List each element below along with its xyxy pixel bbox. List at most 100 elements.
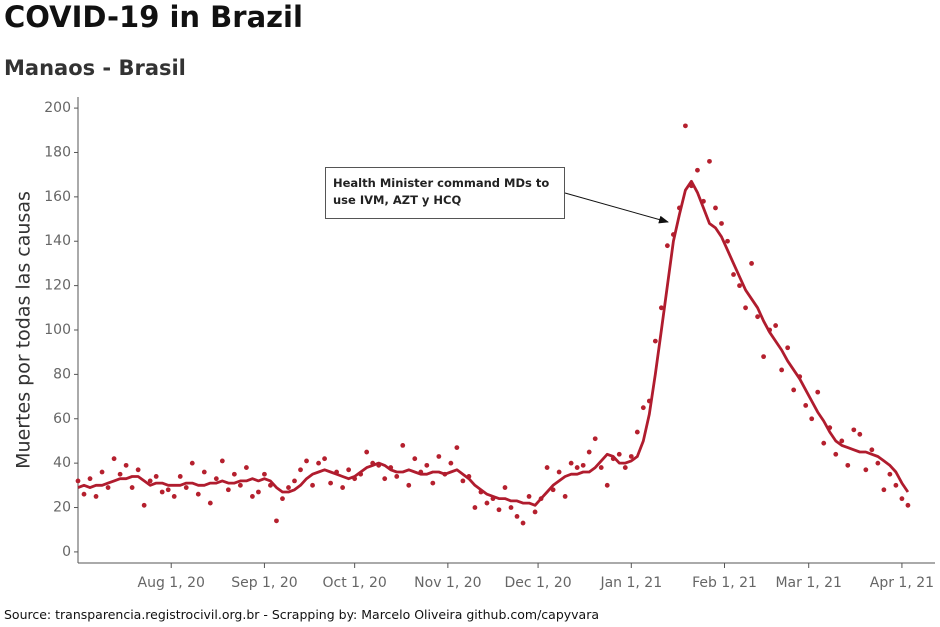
data-point xyxy=(129,485,135,490)
data-point xyxy=(634,429,640,435)
data-point xyxy=(803,403,809,408)
data-point xyxy=(219,458,225,464)
data-point xyxy=(111,456,117,462)
data-point xyxy=(424,462,430,468)
data-point xyxy=(683,123,688,129)
data-point xyxy=(719,221,724,226)
data-point xyxy=(586,449,592,455)
data-point xyxy=(484,500,490,506)
data-point xyxy=(117,471,123,477)
data-point xyxy=(147,478,153,484)
data-point xyxy=(250,494,255,499)
data-point xyxy=(707,158,712,164)
y-tick-label: 100 xyxy=(44,322,71,338)
data-point xyxy=(640,405,646,411)
data-point xyxy=(286,485,291,490)
data-point xyxy=(430,480,436,486)
data-point xyxy=(316,460,321,466)
data-point xyxy=(165,487,171,493)
data-point xyxy=(875,460,881,466)
data-point xyxy=(664,243,670,249)
data-point xyxy=(274,518,279,524)
x-tick-label: Apr 1, 21 xyxy=(870,575,934,591)
data-point xyxy=(436,454,442,459)
data-point xyxy=(851,427,857,433)
data-point xyxy=(280,496,285,502)
data-point xyxy=(598,465,604,470)
annotation-arrow xyxy=(564,192,669,224)
x-tick-label: Aug 1, 20 xyxy=(138,575,205,591)
data-point xyxy=(183,485,189,490)
data-point xyxy=(340,485,346,490)
data-point xyxy=(881,487,887,493)
data-point xyxy=(731,272,736,277)
y-tick-label: 40 xyxy=(53,455,71,471)
data-point xyxy=(887,471,893,477)
data-point xyxy=(532,509,538,515)
data-point xyxy=(755,314,760,320)
data-point xyxy=(556,469,562,475)
y-tick-label: 80 xyxy=(53,366,71,382)
annotation: Health Minister command MDs to use IVM, … xyxy=(325,167,565,219)
data-point xyxy=(99,469,105,475)
data-point xyxy=(123,462,129,468)
data-point xyxy=(364,449,370,455)
subtitle: Manaos - Brasil xyxy=(4,56,186,80)
data-point xyxy=(292,478,297,484)
data-point xyxy=(514,514,520,519)
data-point xyxy=(863,467,869,473)
data-point xyxy=(207,500,213,506)
data-point xyxy=(243,465,249,470)
data-point xyxy=(502,485,508,490)
data-point xyxy=(75,478,81,484)
data-point xyxy=(520,520,526,526)
y-tick-label: 60 xyxy=(53,411,71,427)
data-point xyxy=(135,467,141,473)
y-tick-label: 180 xyxy=(44,144,71,160)
data-point xyxy=(899,496,905,502)
data-point xyxy=(622,465,628,470)
data-point xyxy=(153,474,159,479)
data-point xyxy=(526,494,532,499)
data-point xyxy=(472,505,478,510)
x-tick-label: Nov 1, 20 xyxy=(414,575,481,591)
data-point xyxy=(725,238,730,244)
data-point xyxy=(616,451,622,457)
data-point xyxy=(713,205,718,211)
data-point xyxy=(256,489,261,495)
data-point xyxy=(695,167,700,173)
data-point xyxy=(159,489,165,495)
data-point xyxy=(562,494,568,499)
data-point xyxy=(815,389,821,395)
data-point xyxy=(322,456,327,462)
data-point xyxy=(195,491,201,497)
data-point xyxy=(81,491,87,497)
y-tick-label: 160 xyxy=(44,189,71,205)
data-point xyxy=(761,354,766,360)
data-point xyxy=(201,469,207,475)
x-tick-label: Mar 1, 21 xyxy=(775,575,842,591)
data-point xyxy=(237,482,243,488)
moving-average-line xyxy=(77,179,910,507)
data-point xyxy=(845,462,851,468)
y-tick-label: 0 xyxy=(62,544,71,560)
data-point xyxy=(298,467,303,473)
data-point xyxy=(304,458,309,464)
data-point xyxy=(394,474,400,479)
data-point xyxy=(773,323,779,328)
data-point xyxy=(171,494,177,499)
data-point xyxy=(574,465,580,470)
data-point xyxy=(346,467,352,473)
data-point xyxy=(262,471,267,477)
data-point xyxy=(328,480,333,486)
data-point xyxy=(189,460,195,466)
y-tick-label: 140 xyxy=(44,233,71,249)
data-point xyxy=(141,502,147,508)
data-point xyxy=(833,451,839,457)
data-point xyxy=(448,460,454,466)
data-point xyxy=(400,442,406,448)
x-tick-label: Dec 1, 20 xyxy=(504,575,571,591)
data-point xyxy=(785,345,791,351)
